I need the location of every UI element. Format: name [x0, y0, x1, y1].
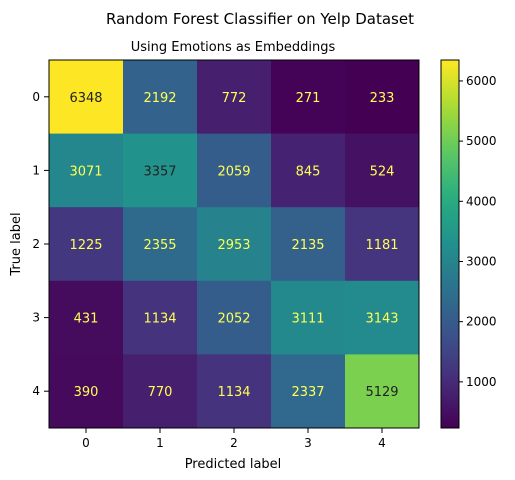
heatmap-cell: [345, 60, 420, 135]
colorbar: [440, 59, 460, 429]
cell-value-label: 431: [74, 312, 99, 327]
heatmap-cell: [197, 207, 272, 282]
cell-value-label: 845: [296, 164, 321, 179]
y-tick-label: 1: [32, 163, 40, 177]
heatmap-cell: [197, 354, 272, 429]
y-axis: 0 1 2 3 4: [32, 90, 49, 398]
y-tick-label: 0: [32, 90, 40, 104]
heatmap-cell: [197, 280, 272, 355]
heatmap-cell: [345, 354, 420, 429]
y-tick-label: 4: [32, 384, 40, 398]
chart-title: Random Forest Classifier on Yelp Dataset: [106, 10, 414, 28]
cell-value-label: 271: [296, 91, 321, 106]
cell-value-label: 3357: [143, 164, 176, 179]
cell-value-label: 2337: [291, 385, 324, 400]
x-tick-label: 4: [378, 436, 386, 450]
heatmap-cell: [271, 280, 346, 355]
cell-value-label: 2953: [217, 238, 250, 253]
cell-value-label: 524: [370, 164, 395, 179]
y-tick-label: 2: [32, 237, 40, 251]
x-tick-label: 0: [82, 436, 90, 450]
cell-value-label: 2355: [143, 238, 176, 253]
cell-value-label: 2192: [143, 91, 176, 106]
cell-value-label: 1181: [365, 238, 398, 253]
heatmap-cell: [345, 133, 420, 208]
heatmap-cell: [345, 207, 420, 282]
cell-value-label: 772: [222, 91, 247, 106]
cell-value-label: 2059: [217, 164, 250, 179]
cell-value-label: 233: [370, 91, 395, 106]
heatmap-cell: [123, 207, 198, 282]
heatmap-cell: [123, 280, 198, 355]
cell-value-label: 3143: [365, 312, 398, 327]
heatmap-cell: [271, 133, 346, 208]
heatmap-cell: [49, 354, 124, 429]
cell-value-label: 770: [148, 385, 173, 400]
heatmap-cell: [345, 280, 420, 355]
y-tick-label: 3: [32, 311, 40, 325]
x-axis: 0 1 2 3 4: [82, 428, 386, 450]
colorbar-tick-label: 5000: [466, 134, 497, 148]
colorbar-tick-label: 1000: [466, 375, 497, 389]
cell-labels: 6348 2192 772 271 233 3071 3357 2059 845 524 1225 2…: [69, 91, 398, 400]
cell-value-label: 5129: [365, 385, 398, 400]
cell-value-label: 6348: [69, 91, 102, 106]
heatmap-cell: [123, 133, 198, 208]
cell-value-label: 1134: [217, 385, 250, 400]
colorbar-tick-label: 6000: [466, 74, 497, 88]
heatmap-cell: [197, 133, 272, 208]
heatmap-cell: [197, 60, 272, 135]
heatmap-cell: [123, 354, 198, 429]
x-tick-label: 2: [230, 436, 238, 450]
cell-value-label: 1134: [143, 312, 176, 327]
chart-subtitle: Using Emotions as Embeddings: [131, 40, 336, 55]
cell-value-label: 2135: [291, 238, 324, 253]
cell-value-label: 1225: [69, 238, 102, 253]
colorbar-tick-label: 2000: [466, 315, 497, 329]
heatmap-cell: [49, 280, 124, 355]
heatmap-cell: [49, 60, 124, 135]
cell-value-label: 2052: [217, 312, 250, 327]
cell-value-label: 3111: [291, 312, 324, 327]
heatmap-cells: [49, 60, 420, 429]
x-tick-label: 1: [156, 436, 164, 450]
heatmap-cell: [49, 207, 124, 282]
colorbar-tick-label: 4000: [466, 194, 497, 208]
cell-value-label: 3071: [69, 164, 102, 179]
heatmap-cell: [271, 354, 346, 429]
cell-value-label: 390: [74, 385, 99, 400]
heatmap-cell: [271, 207, 346, 282]
x-axis-label: Predicted label: [185, 457, 282, 472]
heatmap-cell: [271, 60, 346, 135]
heatmap-cell: [49, 133, 124, 208]
heatmap-cell: [123, 60, 198, 135]
y-axis-label: True label: [9, 212, 24, 276]
x-tick-label: 3: [304, 436, 312, 450]
colorbar-axis: 1000 2000 3000 4000 5000 6000: [459, 74, 497, 389]
colorbar-tick-label: 3000: [466, 254, 497, 268]
